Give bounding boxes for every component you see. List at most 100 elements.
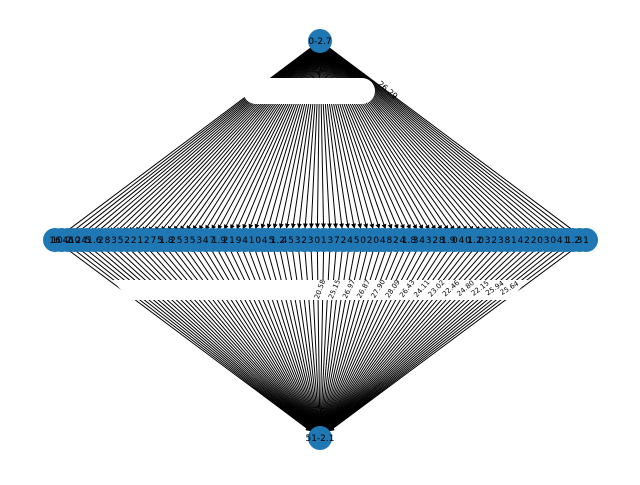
middle-node-label: 4	[347, 236, 353, 246]
edge-source-to-middle	[236, 40, 321, 230]
edge-middle-to-sink	[325, 239, 423, 428]
middle-node-label: 0	[478, 236, 484, 246]
edge-middle-to-sink	[320, 239, 358, 427]
middle-node-label: 1	[321, 236, 327, 246]
edge-source-to-middle	[319, 40, 500, 232]
edge-source-to-middle	[223, 40, 321, 230]
edge-middle-to-sink	[329, 239, 580, 432]
edge-middle-to-sink	[172, 239, 314, 429]
middle-node-label: 0	[452, 236, 458, 246]
edge-middle-to-sink	[329, 239, 574, 431]
middle-node-label: 4	[400, 236, 406, 246]
middle-node-label: 5	[354, 236, 360, 246]
edge-source-to-middle	[319, 40, 443, 231]
edge-middle-to-sink	[327, 239, 502, 430]
edge-source-to-middle	[319, 40, 519, 233]
middle-node-label: 3	[485, 236, 491, 246]
middle-node-label: 3	[544, 236, 550, 246]
middle-node-label: 2	[144, 236, 150, 246]
edge-source-to-middle	[319, 40, 344, 229]
edge-middle-to-sink	[318, 239, 338, 427]
edge-middle-to-sink	[326, 239, 462, 429]
middle-node-label: 2	[531, 236, 537, 246]
edge-middle-to-sink	[264, 239, 318, 427]
middle-node-label: 1.2	[271, 236, 285, 246]
edge-middle-to-sink	[94, 239, 312, 431]
middle-node-label: 1	[137, 236, 143, 246]
edge-middle-to-sink	[198, 239, 315, 429]
middle-node	[574, 228, 598, 252]
edge-middle-to-sink	[323, 239, 390, 428]
middle-node-label: 4	[459, 236, 465, 246]
edge-middle-to-sink	[325, 239, 443, 429]
edge-middle-to-sink	[257, 239, 318, 428]
edge-middle-to-sink	[328, 239, 515, 430]
edge-middle-to-sink	[327, 239, 489, 430]
edge-middle-to-sink	[325, 239, 436, 429]
edge-middle-to-sink	[211, 239, 315, 428]
source-node	[308, 29, 332, 53]
edge-source-to-middle	[319, 40, 513, 232]
edge-source-to-middle	[319, 40, 455, 231]
edges-layer	[54, 40, 587, 432]
middle-node-label: 3	[295, 236, 301, 246]
edge-source-to-middle	[77, 40, 321, 233]
middle-node-label: 4	[262, 236, 268, 246]
middle-node-label: 1.6	[87, 236, 102, 246]
edge-middle-to-sink	[328, 239, 528, 431]
edge-source-to-middle	[319, 40, 326, 229]
edge-source-to-middle	[319, 40, 375, 229]
middle-node-label: 10	[69, 236, 81, 246]
edge-source-to-middle	[122, 40, 321, 233]
edge-source-to-middle	[160, 40, 321, 232]
edge-middle-to-sink	[316, 239, 323, 427]
middle-node-label: 0	[360, 236, 366, 246]
edge-source-to-middle	[319, 40, 424, 230]
middle-node-label: 1.2	[467, 236, 481, 246]
middle-node-label: 46	[62, 236, 74, 246]
edge-middle-to-sink	[328, 239, 547, 431]
edge-middle-to-sink	[328, 239, 521, 430]
edge-source-to-middle	[128, 40, 321, 232]
middle-node-label: 7	[209, 236, 215, 246]
edge-middle-to-sink	[326, 239, 475, 429]
sink-node	[308, 426, 332, 450]
edge-middle-to-sink	[87, 239, 312, 431]
edge-middle-to-sink	[319, 239, 344, 427]
middle-node-label: 0	[537, 236, 543, 246]
edge-source-to-middle	[242, 40, 321, 230]
edge-middle-to-sink	[323, 239, 397, 428]
edge-source-to-middle	[217, 40, 321, 230]
edge-source-to-middle	[192, 40, 321, 231]
middle-node-label: 2	[98, 236, 104, 246]
middle-node-label: 8	[504, 236, 510, 246]
edge-source-to-middle	[319, 40, 481, 232]
edge-middle-to-sink	[324, 239, 417, 428]
edge-middle-to-sink	[61, 239, 311, 432]
edge-middle-to-sink	[322, 239, 377, 427]
edge-source-to-middle	[319, 40, 399, 230]
middle-node-label: 0	[465, 236, 471, 246]
edge-middle-to-sink	[326, 239, 449, 429]
edge-middle-to-sink	[120, 239, 312, 430]
edge-middle-to-sink	[321, 239, 371, 427]
edge-source-to-middle	[319, 40, 405, 230]
edge-middle-to-sink	[179, 239, 314, 429]
edge-source-to-middle	[147, 40, 321, 232]
edge-middle-to-sink	[80, 239, 312, 431]
middle-node-label: 0	[373, 236, 379, 246]
middle-node-label: 4	[518, 236, 524, 246]
middle-node-label: 16	[49, 236, 61, 246]
edge-middle-to-sink	[100, 239, 312, 431]
edge-source-to-middle	[70, 40, 321, 234]
edge-middle-to-sink	[327, 239, 482, 430]
edge-source-to-middle	[319, 40, 551, 233]
middle-node-label: 2	[432, 236, 438, 246]
edge-source-to-middle	[308, 40, 321, 229]
middle-node-label: 4	[557, 236, 563, 246]
middle-node-label: 4	[282, 236, 288, 246]
edge-middle-to-sink	[251, 239, 317, 428]
edge-source-to-middle	[319, 40, 571, 234]
edge-middle-to-sink	[192, 239, 314, 429]
